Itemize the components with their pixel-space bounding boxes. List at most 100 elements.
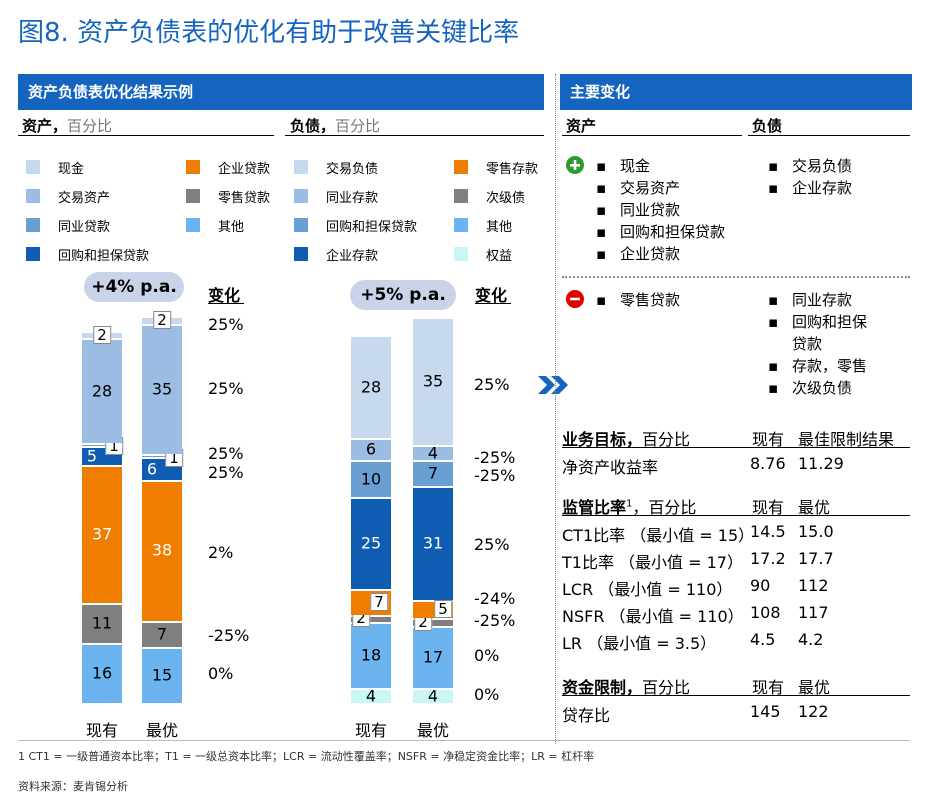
regulatory-label: LCR （最小值 = 110） [562,580,733,599]
change-value: 25% [208,315,244,334]
x-axis-label: 现有 [85,721,119,740]
legend-label: 权益 [486,249,513,264]
bar-segment [351,688,391,703]
liabilities-subheader: 负债，百分比 [290,117,381,135]
divider [562,447,910,448]
legend-swatch [26,189,40,203]
plus-liabilities-list: ▪ 交易负债 ▪ 企业存款 [768,155,852,199]
list-item-label: 现金 [620,157,651,175]
bar-value-label: 18 [360,645,382,665]
bar-value-label: 5 [434,600,452,619]
bullet: ▪ [596,291,607,309]
bar-value-label: 37 [91,524,113,544]
bar-value-label: 35 [422,371,444,391]
bar-segment [351,614,391,623]
legend-swatch [454,160,468,174]
plus-icon [566,156,584,174]
legend-label: 同业贷款 [58,220,111,235]
list-item-label: 交易资产 [620,179,681,197]
bullet: ▪ [768,379,779,397]
legend-item: 企业贷款 [186,157,306,177]
list-item-label: 企业贷款 [620,245,681,263]
regulatory-label: T1比率 （最小值 = 17） [562,553,743,572]
divider [562,695,910,696]
bar-segment [351,335,391,439]
legend-swatch [454,247,468,261]
legend-item: 其他 [186,215,306,235]
list-item: ▪ 同业存款 [768,289,867,311]
ldr-best: 122 [798,702,829,721]
regulatory-col-best: 最优 [798,498,831,517]
bar-segment [82,442,122,447]
funding-header: 资金限制，百分比 [562,678,691,697]
bar-value-label: 7 [427,463,439,483]
bar-segment [413,625,453,689]
change-value: -25% [208,626,250,645]
liabilities-growth-pill: +5% p.a. [350,280,456,310]
x-axis-label: 现有 [354,721,388,740]
change-value: 2% [208,543,234,562]
minus-assets-list: ▪ 零售贷款 [596,289,680,311]
change-value: -24% [474,589,516,608]
divider [475,303,511,304]
bullet: ▪ [596,245,607,263]
legend-swatch [454,218,468,232]
footnote: 1 CT1 = 一级普通资本比率；T1 = 一级总资本比率；LCR = 流动性覆… [18,750,595,763]
divider [748,135,910,136]
divider [208,303,244,304]
list-item: ▪ 现金 [596,155,725,177]
bar-value-label: 25 [360,533,382,553]
legend-swatch [294,189,308,203]
regulatory-label: CT1比率 （最小值 = 15） [562,526,755,545]
bar-segment [142,479,182,622]
bar-segment [351,460,391,497]
bullet: ▪ [596,179,607,197]
regulatory-current: 14.5 [750,522,786,541]
bar-value-label: 7 [370,592,388,611]
assets-change-header: 变化 [208,286,241,305]
regulatory-current: 17.2 [750,549,786,568]
regulatory-best: 15.0 [798,522,834,541]
divider [562,135,742,136]
funding-col-current: 现有 [752,678,785,697]
bar-segment [413,445,453,461]
source-note: 资料来源：麦肯锡分析 [18,780,128,793]
legend-swatch [294,218,308,232]
list-item: ▪ 交易资产 [596,177,725,199]
bar-value-label: 5 [86,446,98,466]
list-item: ▪ 回购和担保贷款 [596,221,725,243]
list-item-label: 交易负债 [792,157,853,175]
legend-item: 同业存款 [294,186,414,206]
divider [18,135,274,136]
bar-segment [82,643,122,703]
list-item-label: 企业存款 [792,179,853,197]
legend-label: 零售存款 [486,162,539,177]
change-value: 25% [208,379,244,398]
bar-value-label: 38 [151,540,173,560]
list-item-label: 零售贷款 [620,291,681,309]
bullet: ▪ [596,157,607,175]
bar-segment [82,602,122,644]
change-value: 25% [474,375,510,394]
regulatory-best: 117 [798,603,829,622]
legend-label: 企业贷款 [218,162,271,177]
list-item: ▪ 同业贷款 [596,199,725,221]
legend-label: 回购和担保贷款 [58,249,150,264]
business-col-best: 最佳限制结果 [798,430,895,449]
page-title: 图8. 资产负债表的优化有助于改善关键比率 [18,18,520,48]
bar-segment [142,621,182,648]
liabilities-change-header: 变化 [475,286,508,305]
bar-segment [413,688,453,703]
bar-value-label: 4 [427,443,439,463]
change-value: 0% [474,685,500,704]
bar-value-label: 28 [91,381,113,401]
list-item-label: 同业贷款 [620,201,681,219]
list-item-label: 同业存款 [792,291,853,309]
bar-value-label: 31 [422,533,444,553]
legend-label: 交易负债 [326,162,379,177]
legend-swatch [454,189,468,203]
regulatory-current: 90 [750,576,771,595]
legend-item: 回购和担保贷款 [294,215,417,235]
change-value: 0% [474,646,500,665]
funding-col-best: 最优 [798,678,831,697]
